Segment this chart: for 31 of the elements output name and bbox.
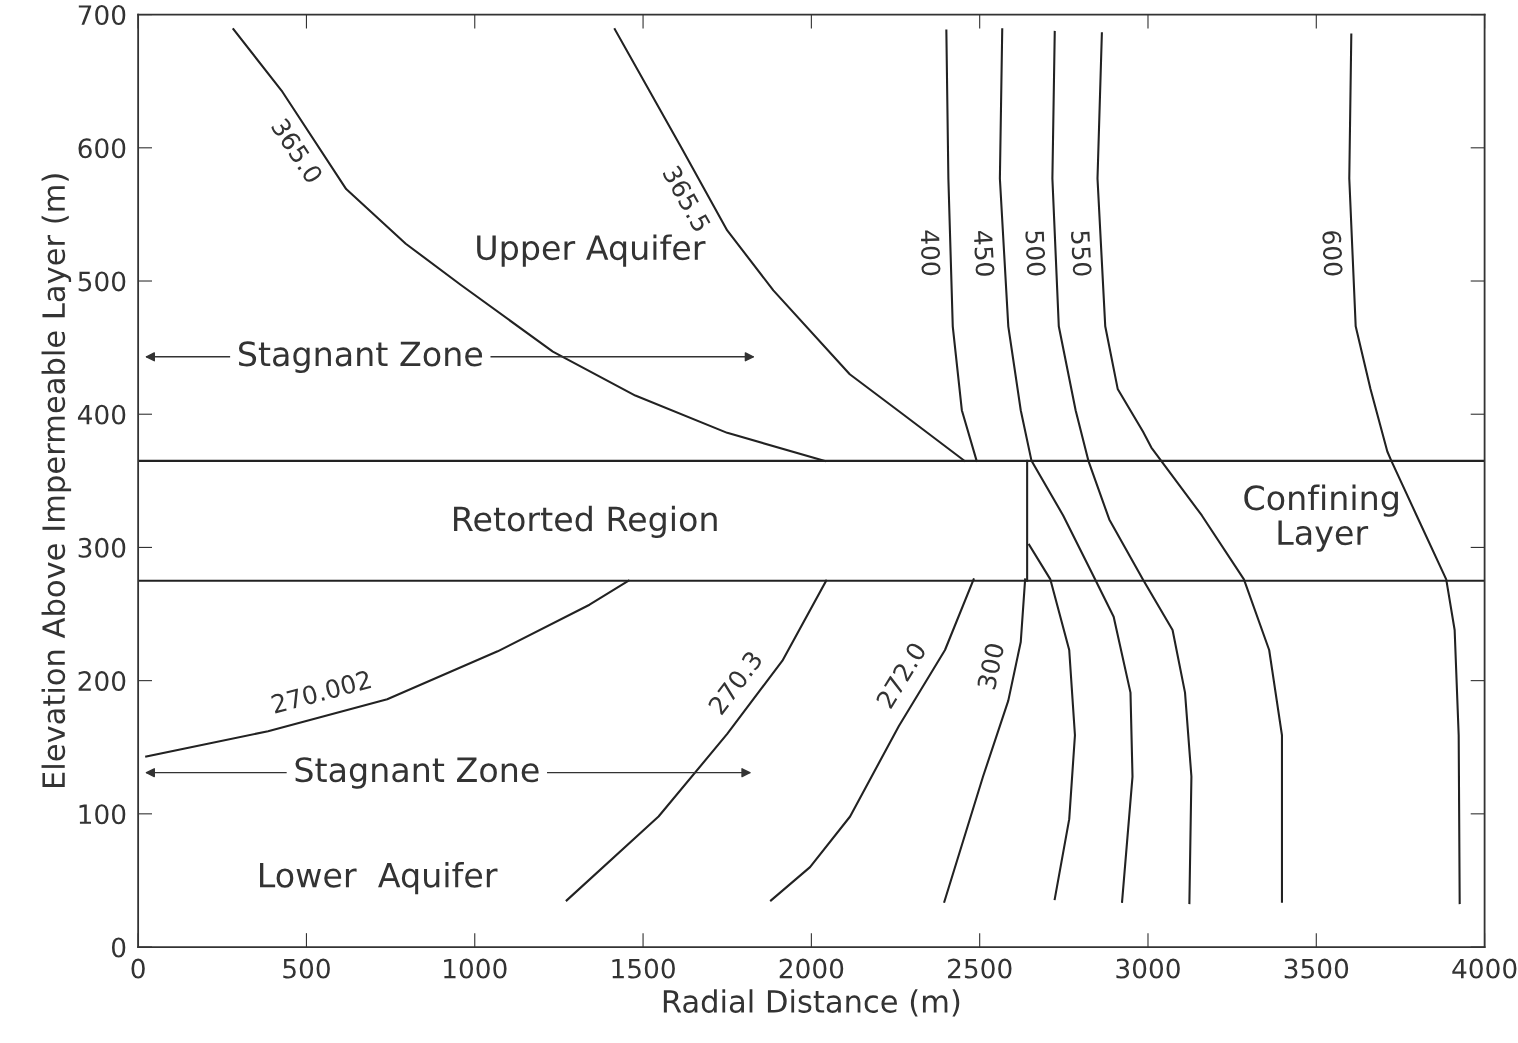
y-tick-label: 400 xyxy=(77,404,126,425)
y-tick-label: 200 xyxy=(78,671,126,692)
annotation: Stagnant Zone xyxy=(295,757,539,789)
text: 400 xyxy=(920,230,941,276)
x-tick-label: 500 xyxy=(283,958,330,979)
text: 500 xyxy=(1025,230,1046,276)
x-tick-label: 2000 xyxy=(779,958,844,979)
x-tick-label: 0 xyxy=(131,958,145,979)
y-tick-label: 600 xyxy=(78,138,126,159)
annotation: Upper Aquifer xyxy=(477,234,706,267)
x-tick-label: 1500 xyxy=(612,958,675,979)
x-tick-label: 3500 xyxy=(1284,958,1349,979)
x-tick-label: 2500 xyxy=(948,958,1012,979)
annotation: Lower Aquifer xyxy=(260,861,498,895)
x-tick-label: 4000 xyxy=(1452,958,1517,979)
x-tick-label: 3000 xyxy=(1116,958,1180,979)
annotation: Retorted Region xyxy=(454,505,717,538)
y-tick-label: 700 xyxy=(78,5,126,25)
y-axis-title: Elevation Above Impermeable Layer (m) xyxy=(41,174,72,788)
y-tick-label: 100 xyxy=(79,804,126,825)
annotation: Confining Layer xyxy=(1244,484,1398,552)
x-tick-label: 1000 xyxy=(444,958,507,979)
y-tick-label: 500 xyxy=(78,271,126,292)
y-tick-label: 0 xyxy=(111,937,126,958)
x-axis-title: Radial Distance (m) xyxy=(663,989,960,1017)
y-tick-label: 300 xyxy=(78,537,126,558)
text: 300 xyxy=(976,642,1005,690)
text: 550 xyxy=(1070,231,1092,277)
text: 600 xyxy=(1322,230,1343,276)
text: 450 xyxy=(973,230,995,277)
annotation: Stagnant Zone xyxy=(238,341,483,373)
